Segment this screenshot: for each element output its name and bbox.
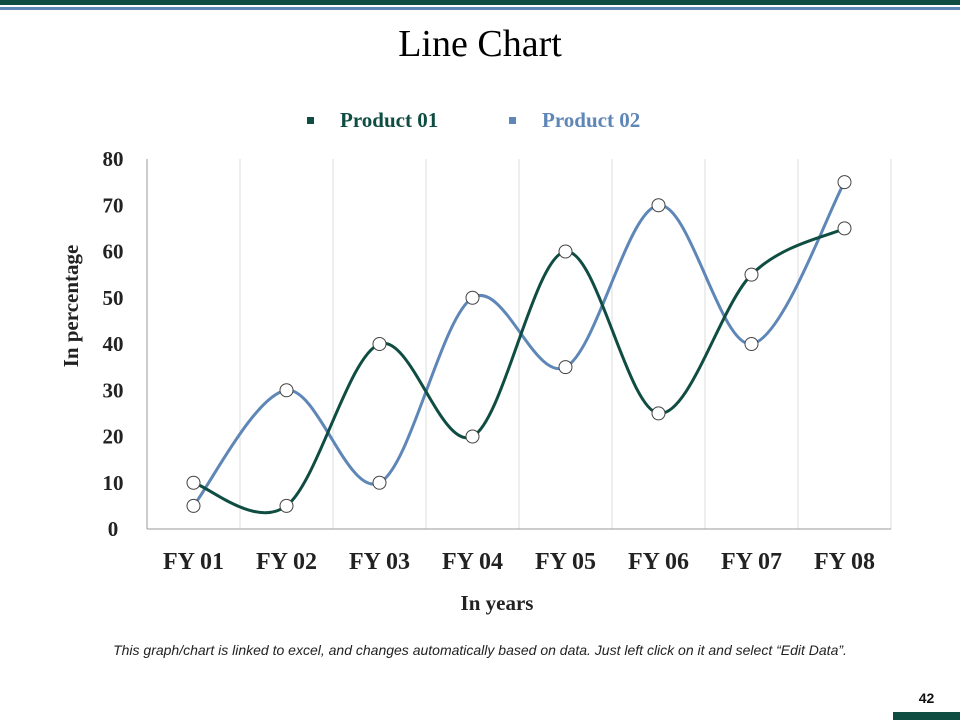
x-tick-label: FY 03	[349, 549, 410, 575]
data-point-product-01[interactable]	[279, 498, 294, 513]
data-point-product-02[interactable]	[465, 290, 480, 305]
data-point-product-01[interactable]	[744, 267, 759, 282]
data-point-product-02[interactable]	[837, 175, 852, 190]
data-point-product-02[interactable]	[372, 475, 387, 490]
y-tick-label: 60	[103, 240, 124, 264]
page-number: 42	[918, 690, 935, 706]
top-accent-bar	[0, 0, 960, 5]
x-tick-label: FY 07	[721, 549, 782, 575]
data-point-product-01[interactable]	[186, 475, 201, 490]
data-point-product-01[interactable]	[558, 244, 573, 259]
data-point-product-02[interactable]	[558, 360, 573, 375]
y-tick-label: 70	[103, 193, 124, 217]
data-point-product-02[interactable]	[744, 337, 759, 351]
data-point-product-02[interactable]	[651, 198, 666, 213]
legend-item-product-01[interactable]: Product 01	[307, 108, 438, 133]
data-point-product-01[interactable]	[465, 429, 480, 444]
series-line-product-02[interactable]	[192, 181, 846, 507]
chart-legend: Product 01 Product 02	[0, 108, 960, 138]
x-axis-title: In years	[461, 591, 534, 615]
y-axis-title: In percentage	[59, 245, 83, 368]
legend-swatch-product-01	[307, 117, 314, 124]
data-point-product-01[interactable]	[837, 221, 852, 236]
data-point-product-01[interactable]	[651, 406, 666, 421]
top-accent-bar-secondary	[0, 7, 960, 10]
legend-label-product-02: Product 02	[542, 108, 641, 132]
slide-title: Line Chart	[398, 23, 562, 65]
footnote: This graph/chart is linked to excel, and…	[113, 642, 847, 658]
y-tick-label: 50	[103, 286, 124, 310]
legend-item-product-02[interactable]: Product 02	[509, 108, 640, 133]
y-tick-label: 0	[108, 517, 119, 541]
x-tick-label: FY 05	[535, 549, 596, 575]
y-tick-label: 10	[103, 471, 124, 495]
line-chart[interactable]: 0 10 20 30 40 50 60 70 80 FY 01 FY 02 FY 03 FY 04 FY …	[0, 0, 960, 640]
data-point-product-02[interactable]	[186, 498, 201, 513]
corner-accent-bar	[893, 712, 960, 720]
y-tick-label: 30	[103, 378, 124, 402]
y-tick-label: 20	[103, 425, 124, 449]
y-tick-label: 40	[103, 332, 124, 356]
x-tick-label: FY 06	[628, 549, 689, 575]
x-tick-label: FY 01	[163, 549, 224, 575]
series-line-product-01[interactable]	[193, 227, 846, 515]
data-point-product-02[interactable]	[279, 383, 294, 398]
x-tick-label: FY 08	[814, 549, 875, 575]
data-point-product-01[interactable]	[372, 337, 387, 351]
legend-label-product-01: Product 01	[340, 108, 439, 132]
x-tick-label: FY 04	[442, 549, 503, 575]
x-tick-label: FY 02	[256, 549, 317, 575]
legend-swatch-product-02	[509, 117, 516, 124]
y-tick-label: 80	[103, 147, 124, 171]
